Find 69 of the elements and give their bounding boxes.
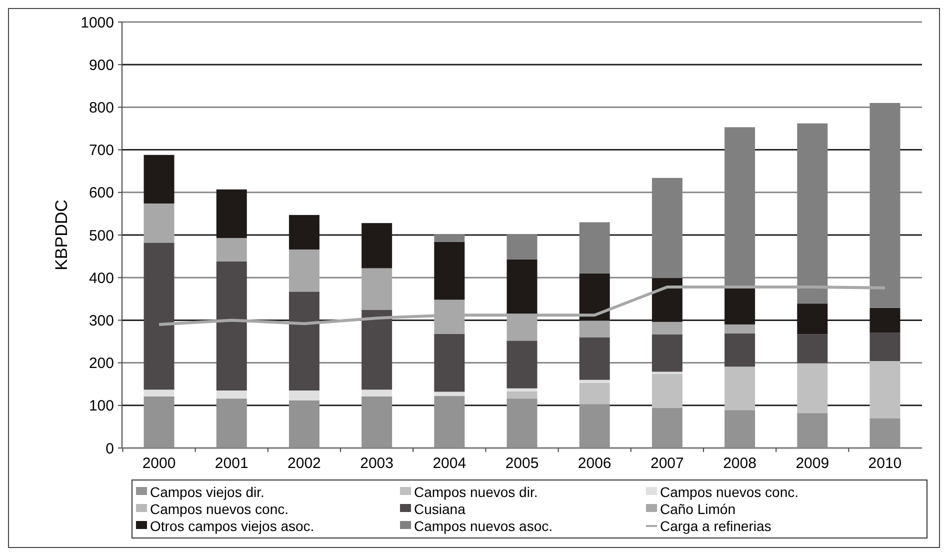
bar — [288, 292, 320, 390]
bar — [579, 337, 610, 380]
x-tick-label: 2007 — [650, 455, 684, 472]
legend-label: Campos nuevos asoc. — [414, 518, 553, 534]
bar — [506, 391, 538, 399]
bar — [216, 261, 247, 390]
x-tick-label: 2001 — [214, 455, 248, 472]
y-tick-label: 600 — [88, 184, 114, 202]
legend-label: Otros campos viejos asoc. — [150, 518, 314, 534]
legend-label: Carga a refinerias — [660, 518, 772, 534]
x-tick-label: 2006 — [578, 455, 612, 472]
y-tick-label: 0 — [106, 440, 114, 458]
y-tick-label: 500 — [88, 227, 114, 244]
bar — [870, 332, 900, 362]
bar — [144, 242, 174, 390]
bar — [434, 234, 465, 242]
bar — [362, 268, 392, 310]
bar — [434, 242, 465, 300]
bar — [216, 238, 247, 262]
x-tick-label: 2002 — [288, 455, 321, 472]
x-tick-label: 2008 — [723, 455, 756, 472]
y-tick-label: 1000 — [80, 14, 114, 32]
x-tick-label: 2004 — [432, 455, 466, 472]
bar — [144, 154, 174, 204]
bar — [870, 361, 900, 418]
y-tick-label: 400 — [88, 270, 114, 287]
bar — [362, 310, 392, 390]
legend-label: Campos nuevos conc. — [150, 501, 289, 517]
bar — [506, 388, 538, 392]
bar — [724, 324, 756, 334]
bar — [144, 203, 174, 243]
bar — [579, 380, 610, 383]
x-tick-label: 2003 — [360, 455, 394, 472]
bar — [506, 234, 538, 260]
y-axis-title: KBPDDC — [52, 200, 71, 270]
legend-label: Campos viejos dir. — [150, 484, 264, 500]
bar — [216, 390, 247, 399]
bar — [652, 334, 682, 372]
bar — [579, 320, 610, 338]
bar — [506, 259, 538, 314]
legend-label: Cusiana — [414, 501, 466, 517]
y-tick-label: 700 — [88, 142, 114, 160]
bar — [434, 392, 465, 396]
bar — [579, 382, 610, 404]
bar — [652, 374, 682, 408]
x-tick-label: 2005 — [505, 455, 539, 472]
bar — [362, 390, 392, 396]
legend-label: Campos nuevos conc. — [660, 484, 799, 500]
legend-label: Campos nuevos dir. — [414, 484, 538, 500]
bar — [724, 366, 756, 410]
x-tick-label: 2009 — [796, 455, 830, 472]
x-tick-label: 2000 — [142, 455, 176, 472]
bar — [288, 390, 320, 400]
bar — [652, 322, 682, 334]
y-tick-label: 300 — [88, 312, 114, 330]
bar — [797, 363, 828, 414]
bar — [797, 334, 828, 364]
y-tick-label: 200 — [88, 355, 114, 372]
y-tick-label: 100 — [88, 398, 114, 415]
bar — [506, 340, 538, 388]
y-tick-label: 900 — [88, 56, 114, 74]
bar — [724, 333, 756, 367]
bar — [144, 390, 174, 396]
bar — [579, 222, 610, 274]
bar — [288, 249, 320, 292]
bar — [434, 334, 465, 392]
legend-label: Caño Limón — [660, 501, 736, 517]
y-tick-label: 800 — [88, 99, 114, 116]
x-tick-label: 2010 — [868, 455, 902, 472]
